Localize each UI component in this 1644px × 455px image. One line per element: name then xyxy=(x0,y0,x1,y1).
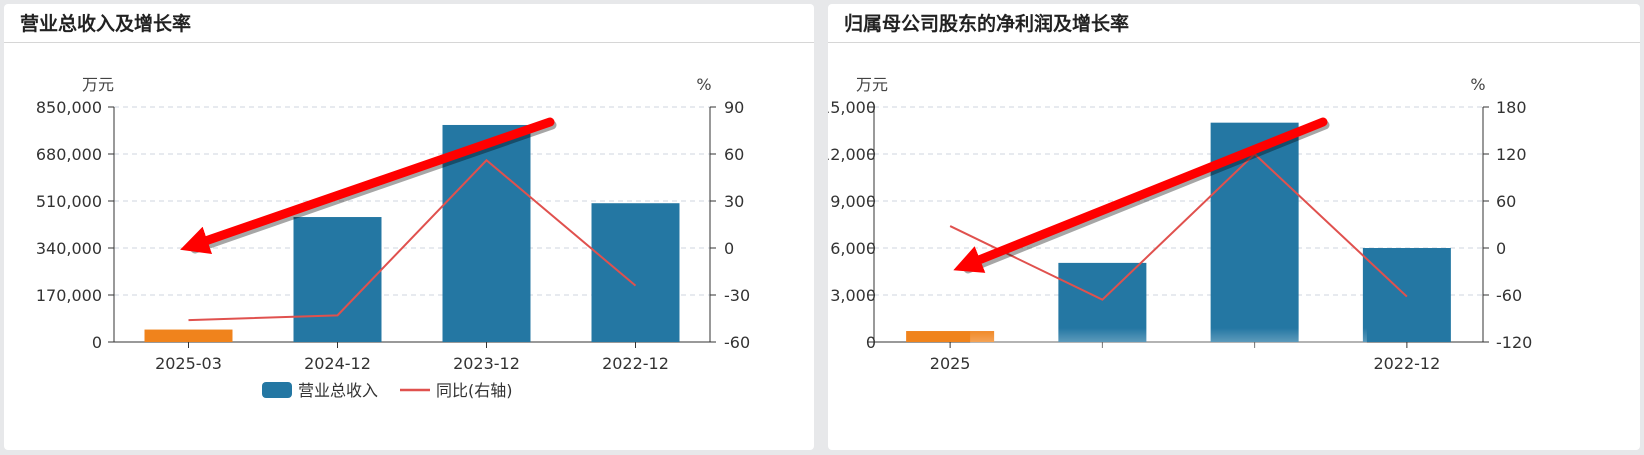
bar xyxy=(293,217,382,342)
x-tick-label: 2024-12 xyxy=(304,354,371,373)
x-tick-label: 2025-03 xyxy=(155,354,222,373)
x-tick-label: 2025 xyxy=(930,354,971,373)
left-axis-unit: 万元 xyxy=(82,75,114,94)
y-tick-label: 850,000 xyxy=(36,98,102,117)
y-tick-label: 9,000 xyxy=(830,192,876,211)
y2-tick-label: 90 xyxy=(724,98,744,117)
y2-tick-label: -60 xyxy=(724,333,750,352)
y2-tick-label: 30 xyxy=(724,192,744,211)
y2-tick-label: -60 xyxy=(1496,286,1522,305)
y-tick-label: 0 xyxy=(92,333,102,352)
y-tick-label: 12,000 xyxy=(828,145,876,164)
y2-tick-label: 60 xyxy=(1496,192,1516,211)
legend-label: 同比(右轴) xyxy=(436,381,513,400)
y2-tick-label: 0 xyxy=(724,239,734,258)
y2-tick-label: 60 xyxy=(724,145,744,164)
legend-label: 营业总收入 xyxy=(298,381,378,400)
bar xyxy=(1362,248,1451,342)
legend-bar-swatch xyxy=(262,382,292,398)
right-axis-unit: % xyxy=(1470,75,1485,94)
fade-overlay xyxy=(970,328,1367,412)
x-tick-label: 2022-12 xyxy=(1373,354,1440,373)
bar xyxy=(144,329,233,342)
y-tick-label: 680,000 xyxy=(36,145,102,164)
y-tick-label: 3,000 xyxy=(830,286,876,305)
net-profit-chart: 万元% 15,000 180 12,000 120 9,000 60 6,000 0 3,000 -… xyxy=(828,75,1532,412)
revenue-chart-panel: 营业总收入及增长率 万元% 850,000 90 680,000 60 510,000 30… xyxy=(4,4,814,450)
y-tick-label: 510,000 xyxy=(36,192,102,211)
net-profit-chart-panel: 归属母公司股东的净利润及增长率 万元% 15,000 180 12,000 120 9,0… xyxy=(828,4,1640,450)
growth-line xyxy=(949,152,1408,301)
y2-tick-label: 120 xyxy=(1496,145,1527,164)
bar xyxy=(591,203,680,342)
annotation-arrow xyxy=(953,117,1328,273)
annotation-arrow xyxy=(180,117,555,254)
right-axis-unit: % xyxy=(696,75,711,94)
growth-line xyxy=(188,158,637,322)
y2-tick-label: 180 xyxy=(1496,98,1527,117)
y-tick-label: 6,000 xyxy=(830,239,876,258)
x-tick-label: 2023-12 xyxy=(453,354,520,373)
chart-title: 归属母公司股东的净利润及增长率 xyxy=(828,4,1640,43)
y-tick-label: 0 xyxy=(866,333,876,352)
y-tick-label: 170,000 xyxy=(36,286,102,305)
left-axis-unit: 万元 xyxy=(856,75,888,94)
x-tick-label: 2022-12 xyxy=(602,354,669,373)
y2-tick-label: -30 xyxy=(724,286,750,305)
y2-tick-label: 0 xyxy=(1496,239,1506,258)
y2-tick-label: -120 xyxy=(1496,333,1532,352)
y-tick-label: 340,000 xyxy=(36,239,102,258)
chart-title: 营业总收入及增长率 xyxy=(4,4,814,43)
bar xyxy=(906,331,995,342)
y-tick-label: 15,000 xyxy=(828,98,876,117)
revenue-chart: 万元 % 850,000 90 680,000 60 510,000 30 340,000 0 17… xyxy=(36,75,750,400)
